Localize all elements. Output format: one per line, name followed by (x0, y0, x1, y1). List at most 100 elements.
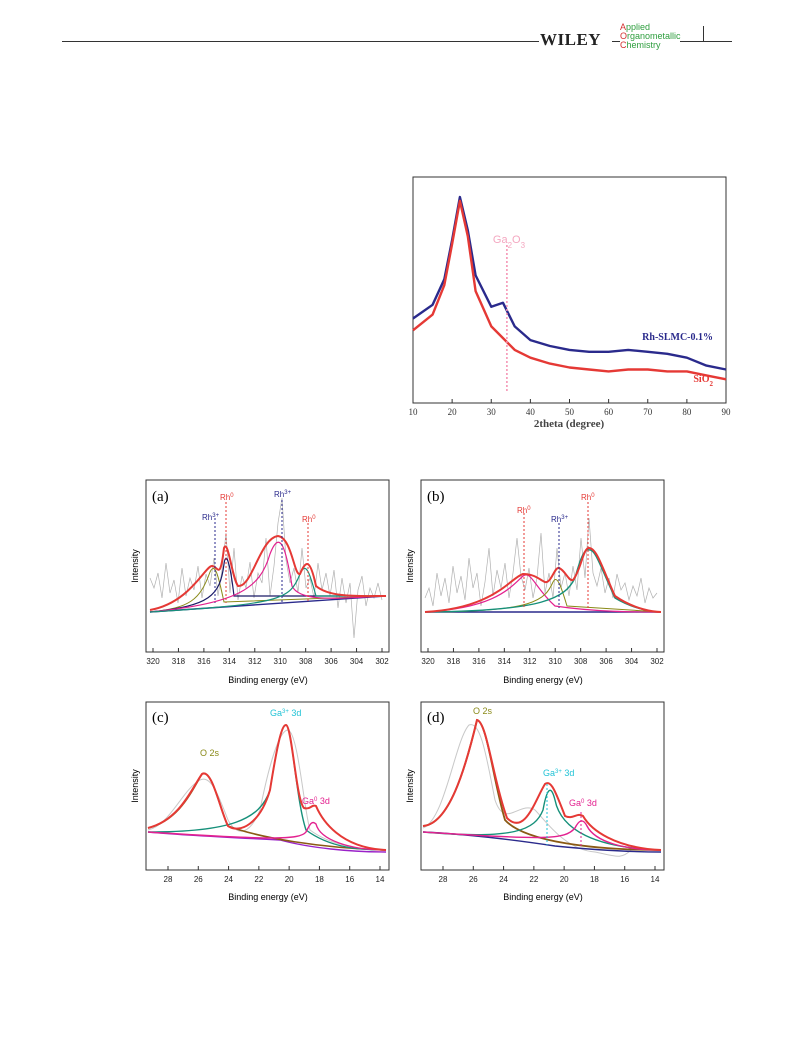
x-tick-label: 318 (172, 657, 186, 666)
panel-c-peak-ga0 (147, 821, 387, 851)
panel-c-x-ticks: 28 26 24 22 20 18 16 14 (164, 866, 385, 884)
xrd-x-tick-label: 90 (722, 407, 732, 417)
x-tick-label: 316 (472, 657, 486, 666)
x-tick-label: 24 (224, 875, 233, 884)
x-tick-label: 318 (447, 657, 461, 666)
panel-a-envelope (149, 534, 387, 611)
xrd-figure: 10 20 30 40 50 60 70 80 90 Ga2O3 Rh-SLMC-0.1% Si… (409, 176, 732, 430)
xrd-x-tick-label: 50 (565, 407, 575, 417)
xrd-series-line-1 (412, 199, 727, 381)
panel-b-label-rh0-1: Rh0 (517, 506, 531, 515)
panel-d-frame (420, 701, 665, 871)
x-tick-label: 16 (620, 875, 629, 884)
panel-b-frame (420, 479, 665, 653)
panel-b-x-label: Binding energy (eV) (503, 675, 583, 685)
panel-c-raw-spectrum (147, 729, 387, 851)
panel-c-envelope (147, 723, 387, 851)
xps-panel-b: (b) Intensity Rh0 Rh3+ Rh0 320 318 316 314 3… (405, 479, 665, 685)
panel-c-x-label: Binding energy (eV) (228, 892, 308, 902)
xps-panel-d: (d) Intensity O 2s Ga3+ 3d Ga0 3d 28 26 24… (405, 701, 665, 902)
journal-line-organometallic: Organometallic (620, 31, 681, 41)
x-tick-label: 308 (299, 657, 313, 666)
xrd-x-tick-label: 80 (682, 407, 692, 417)
x-tick-label: 26 (469, 875, 478, 884)
x-tick-label: 20 (560, 875, 569, 884)
panel-d-label-o2s: O 2s (473, 706, 493, 716)
x-tick-label: 306 (599, 657, 613, 666)
page-marker (703, 26, 704, 42)
panel-d-label-ga3: Ga3+ 3d (543, 768, 574, 778)
xrd-x-tick-label: 30 (487, 407, 497, 417)
header-rule (62, 41, 539, 42)
x-tick-label: 26 (194, 875, 203, 884)
panel-a-y-label: Intensity (130, 549, 140, 583)
xrd-x-tick-label: 60 (604, 407, 614, 417)
panel-c-label-ga0: Ga0 3d (302, 796, 330, 806)
x-tick-label: 310 (274, 657, 288, 666)
sio2-series-label: SiO2 (693, 374, 713, 388)
panel-b-label-rh3: Rh3+ (551, 515, 569, 524)
x-tick-label: 312 (248, 657, 262, 666)
x-tick-label: 316 (197, 657, 211, 666)
x-tick-label: 314 (223, 657, 237, 666)
journal-line-applied: Applied (620, 22, 651, 32)
panel-b-envelope (424, 546, 662, 613)
x-tick-label: 18 (315, 875, 324, 884)
panel-a-frame (145, 479, 390, 653)
xps-panel-c: (c) Intensity O 2s Ga3+ 3d Ga0 3d 28 26 24… (130, 701, 390, 902)
panel-a-label-rh3-2: Rh3+ (274, 490, 292, 499)
panel-c-frame (145, 701, 390, 871)
xrd-x-tick-label: 40 (526, 407, 536, 417)
panel-b-label-rh0-2: Rh0 (581, 493, 595, 502)
ga2o3-label: Ga2O3 (493, 234, 526, 250)
panel-a-peak-rh3-2 (149, 541, 387, 613)
xrd-x-tick-label: 70 (643, 407, 653, 417)
panel-c-y-label: Intensity (130, 769, 140, 803)
xrd-x-ticks: 10 20 30 40 50 60 70 80 90 (409, 399, 732, 417)
panel-d-envelope (422, 718, 662, 851)
journal-name: Applied Organometallic Chemistry (620, 23, 681, 50)
x-tick-label: 24 (499, 875, 508, 884)
panel-b-y-label: Intensity (405, 549, 415, 583)
panel-a-x-label: Binding energy (eV) (228, 675, 308, 685)
x-tick-label: 304 (350, 657, 364, 666)
panel-a-peak-rh0-1 (149, 557, 386, 613)
panel-c-label-ga3: Ga3+ 3d (270, 708, 301, 718)
panel-b-x-ticks: 320 318 316 314 312 310 308 306 304 302 (421, 648, 664, 666)
panel-a-raw-spectrum (149, 497, 383, 639)
xrd-plot-frame (412, 176, 727, 404)
x-tick-label: 302 (650, 657, 664, 666)
panel-d-peak-ga0 (422, 820, 662, 851)
panel-d-x-ticks: 28 26 24 22 20 18 16 14 (439, 866, 660, 884)
x-tick-label: 22 (254, 875, 263, 884)
panel-a-label: (a) (152, 489, 169, 505)
xrd-series (412, 195, 727, 381)
x-tick-label: 20 (285, 875, 294, 884)
x-tick-label: 14 (651, 875, 660, 884)
xps-panel-a: (a) Intensity Rh3+ Rh0 Rh3+ Rh0 320 318 31… (130, 479, 390, 685)
panel-d-peak-ga3 (422, 789, 662, 851)
x-tick-label: 314 (498, 657, 512, 666)
journal-line-chemistry: Chemistry (620, 40, 661, 50)
x-tick-label: 312 (523, 657, 537, 666)
panel-d-x-label: Binding energy (eV) (503, 892, 583, 902)
header-divider-2 (680, 41, 700, 42)
header-rule-right (700, 41, 732, 42)
panel-a-peak-rh0-2 (149, 567, 386, 613)
panel-b-peak-rh0-1 (424, 574, 662, 613)
x-tick-label: 22 (529, 875, 538, 884)
xrd-x-tick-label: 20 (448, 407, 458, 417)
panel-d-label-ga0: Ga0 3d (569, 798, 597, 808)
panel-b-label: (b) (427, 489, 445, 505)
panel-c-label: (c) (152, 710, 169, 726)
xrd-x-tick-label: 10 (409, 407, 419, 417)
x-tick-label: 310 (549, 657, 563, 666)
x-tick-label: 16 (345, 875, 354, 884)
panel-c-label-o2s: O 2s (200, 748, 220, 758)
x-tick-label: 28 (439, 875, 448, 884)
panel-a-label-rh3-1: Rh3+ (202, 513, 220, 522)
panel-a-label-rh0-2: Rh0 (302, 515, 316, 524)
panel-d-y-label: Intensity (405, 769, 415, 803)
x-tick-label: 18 (590, 875, 599, 884)
x-tick-label: 306 (324, 657, 338, 666)
